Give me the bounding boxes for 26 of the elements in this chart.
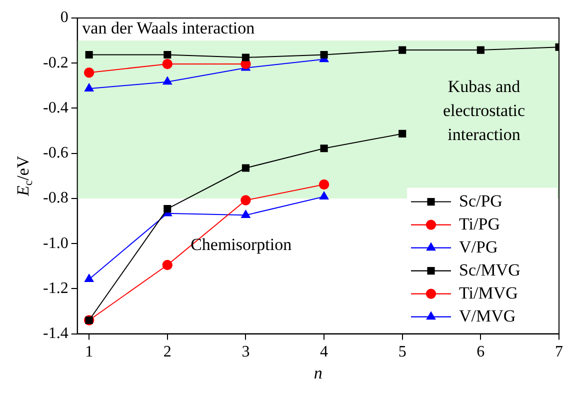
y-tick-label: -1.0 — [43, 234, 68, 252]
y-tick-label: -0.2 — [43, 54, 68, 72]
y-tick-label: -0.4 — [43, 99, 68, 116]
x-tick-label: 1 — [85, 344, 94, 361]
legend-label: V/PG — [459, 237, 498, 256]
y-tick-label: -1.2 — [43, 280, 68, 297]
y-tick-label: -1.4 — [43, 325, 68, 342]
x-axis-title: n — [314, 363, 322, 382]
legend-label: Ti/MVG — [459, 283, 518, 302]
x-tick-label: 5 — [398, 344, 406, 361]
annotation: Chemisorption — [190, 234, 292, 254]
legend-label: V/MVG — [459, 306, 516, 326]
x-tick-label: 3 — [242, 344, 250, 361]
x-tick-label: 7 — [555, 344, 563, 361]
band-label: Kubas and electrostatic interaction — [442, 76, 526, 144]
legend-label: Sc/PG — [459, 191, 502, 210]
y-tick-label: -0.6 — [43, 144, 68, 162]
x-tick-label: 4 — [320, 344, 328, 361]
x-tick-label: 2 — [163, 344, 172, 361]
annotation: van der Waals interaction — [82, 18, 256, 38]
y-tick-label: -0.8 — [43, 190, 68, 207]
legend-label: Ti/PG — [459, 214, 500, 234]
y-tick-label: 0 — [60, 9, 68, 26]
y-axis-title: Ec/eV — [13, 155, 36, 198]
x-tick-label: 6 — [476, 344, 485, 361]
legend-label: Sc/MVG — [459, 260, 520, 280]
